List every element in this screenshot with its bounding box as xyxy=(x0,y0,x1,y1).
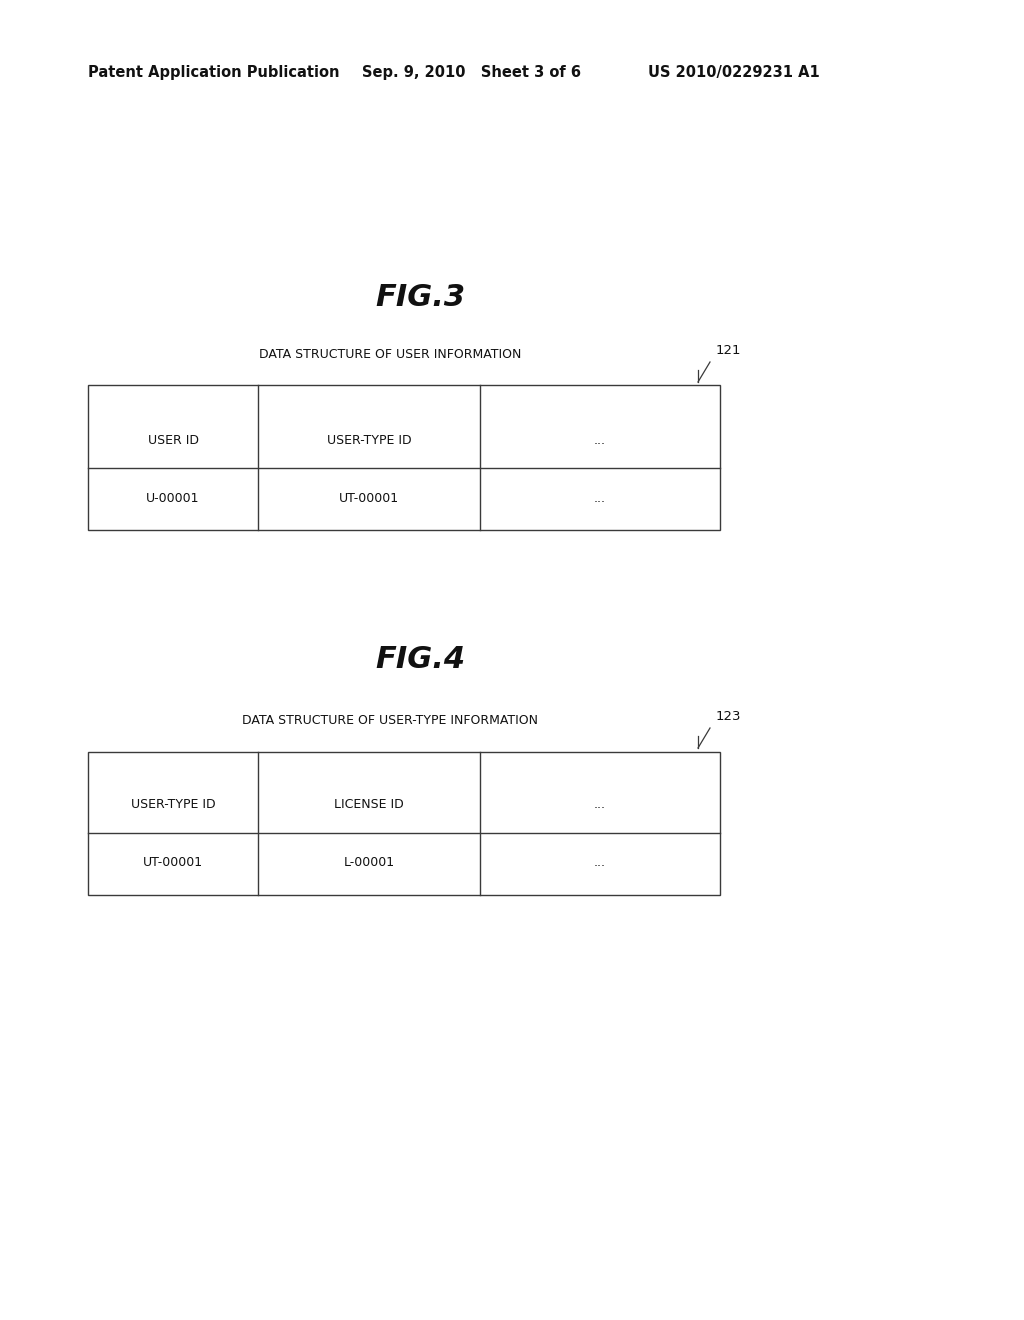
Text: USER-TYPE ID: USER-TYPE ID xyxy=(327,433,412,446)
Text: DATA STRUCTURE OF USER-TYPE INFORMATION: DATA STRUCTURE OF USER-TYPE INFORMATION xyxy=(242,714,538,726)
Text: ...: ... xyxy=(594,799,606,812)
Bar xyxy=(88,385,720,531)
Text: Sep. 9, 2010   Sheet 3 of 6: Sep. 9, 2010 Sheet 3 of 6 xyxy=(362,65,581,79)
Bar xyxy=(88,752,720,895)
Text: DATA STRUCTURE OF USER INFORMATION: DATA STRUCTURE OF USER INFORMATION xyxy=(259,348,521,362)
Text: U-00001: U-00001 xyxy=(146,491,200,504)
Text: FIG.3: FIG.3 xyxy=(375,284,465,313)
Text: L-00001: L-00001 xyxy=(343,855,394,869)
Text: Patent Application Publication: Patent Application Publication xyxy=(88,65,340,79)
Text: UT-00001: UT-00001 xyxy=(339,491,399,504)
Text: UT-00001: UT-00001 xyxy=(143,855,203,869)
Text: USER ID: USER ID xyxy=(147,433,199,446)
Text: 121: 121 xyxy=(716,343,741,356)
Text: ...: ... xyxy=(594,855,606,869)
Text: ...: ... xyxy=(594,433,606,446)
Text: ...: ... xyxy=(594,491,606,504)
Text: 123: 123 xyxy=(716,710,741,722)
Text: LICENSE ID: LICENSE ID xyxy=(334,799,403,812)
Text: FIG.4: FIG.4 xyxy=(375,645,465,675)
Text: USER-TYPE ID: USER-TYPE ID xyxy=(131,799,215,812)
Text: US 2010/0229231 A1: US 2010/0229231 A1 xyxy=(648,65,820,79)
